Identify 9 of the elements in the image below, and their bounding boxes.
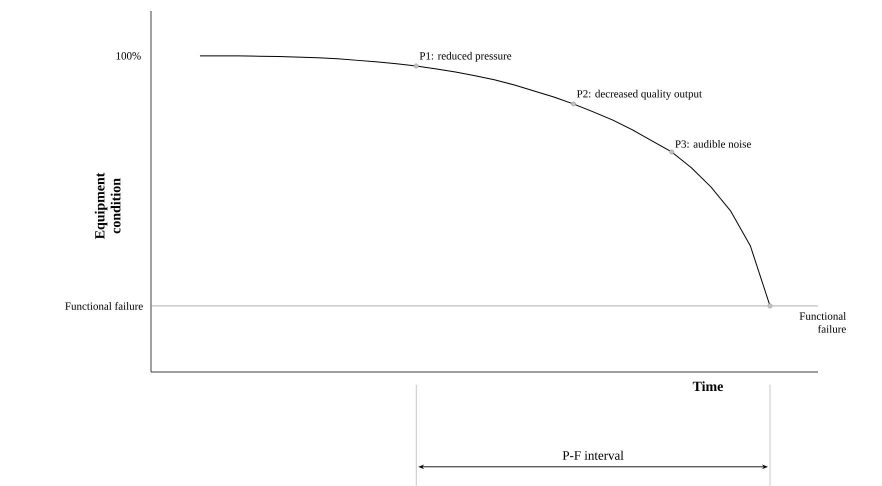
annotation: P1: reduced pressure [420,52,512,62]
x-axis-title: Time [692,381,723,392]
text: 100% [116,52,141,60]
text: Functional failure [800,312,846,333]
y-axis-title: Equipment condition [94,172,120,239]
annotation: P3: audible noise [675,140,751,148]
text: P-F interval [562,450,624,460]
annotation: P2: decreased quality output [576,90,702,100]
ref-line-label: Functional failure [65,302,143,310]
